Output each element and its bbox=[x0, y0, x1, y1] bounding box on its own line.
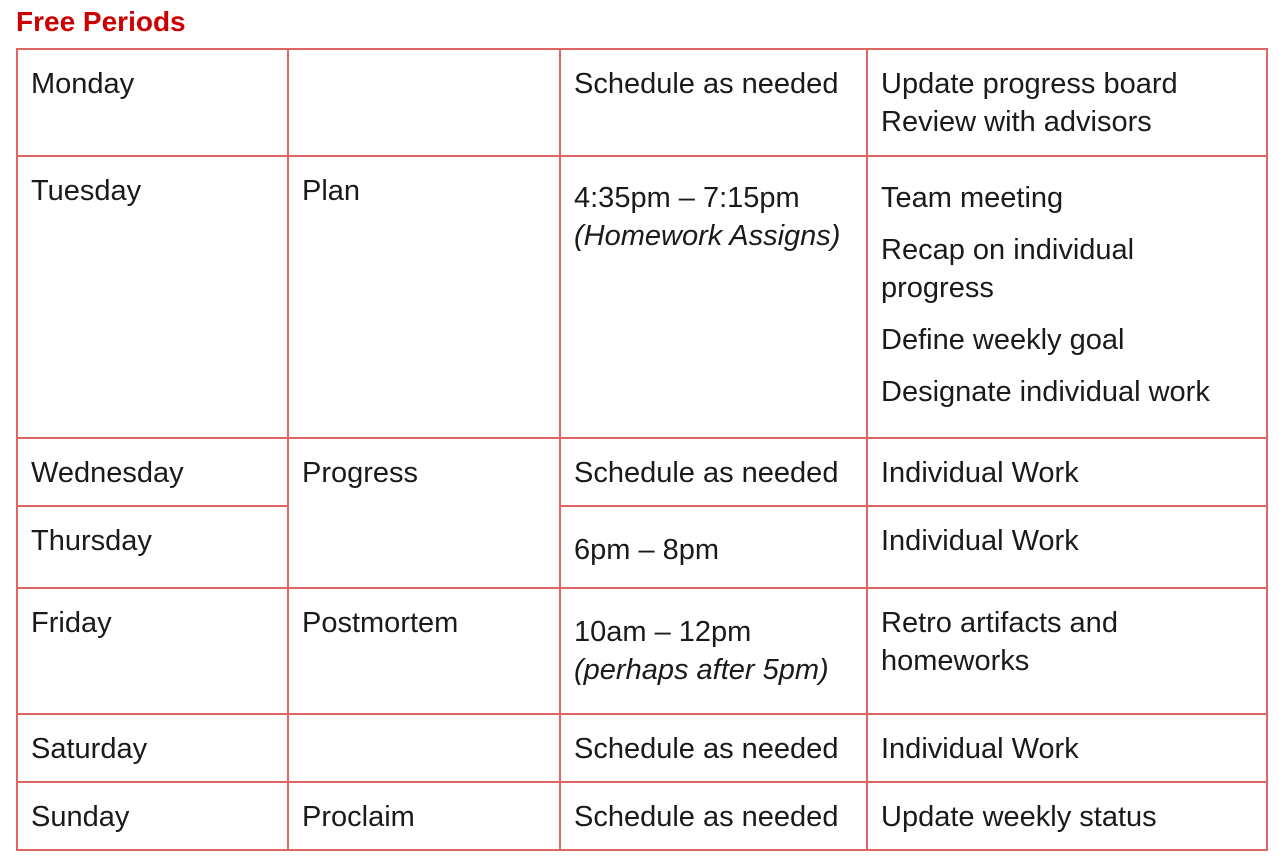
day-cell: Tuesday bbox=[16, 155, 289, 439]
page-title: Free Periods bbox=[16, 6, 186, 37]
task-item: Individual Work bbox=[881, 457, 1079, 489]
tasks-cell: Retro artifacts and homeworks bbox=[866, 587, 1268, 715]
day-label: Monday bbox=[31, 68, 135, 100]
time-label: Schedule as needed bbox=[574, 457, 839, 489]
phase-label: Progress bbox=[302, 457, 419, 489]
time-label: Schedule as needed bbox=[574, 733, 839, 765]
table-row: Wednesday Progress Schedule as needed In… bbox=[16, 437, 1268, 589]
time-cell: 4:35pm – 7:15pm (Homework Assigns) bbox=[559, 155, 868, 439]
day-label: Saturday bbox=[31, 733, 148, 765]
task-item: Designate individual work bbox=[881, 376, 1210, 408]
day-cell: Friday bbox=[16, 587, 289, 715]
time-cell: Schedule as needed bbox=[559, 437, 868, 507]
task-item: Retro artifacts and homeworks bbox=[881, 607, 1118, 677]
phase-cell: Progress bbox=[287, 437, 561, 589]
day-cell: Monday bbox=[16, 48, 289, 157]
day-label: Wednesday bbox=[31, 457, 184, 489]
tasks-cell: Individual Work bbox=[866, 505, 1268, 589]
table-row: Friday Postmortem 10am – 12pm (perhaps a… bbox=[16, 587, 1268, 715]
day-label: Friday bbox=[31, 607, 112, 639]
phase-cell: Proclaim bbox=[287, 781, 561, 851]
phase-label: Plan bbox=[302, 175, 361, 207]
task-item: Recap on individual progress bbox=[881, 234, 1135, 304]
table-row: Tuesday Plan 4:35pm – 7:15pm (Homework A… bbox=[16, 155, 1268, 439]
day-label: Thursday bbox=[31, 525, 152, 557]
day-label: Sunday bbox=[31, 801, 130, 833]
time-cell: Schedule as needed bbox=[559, 781, 868, 851]
time-label: 6pm – 8pm bbox=[574, 534, 720, 566]
day-cell: Wednesday bbox=[16, 437, 289, 507]
time-note: (Homework Assigns) bbox=[574, 220, 841, 252]
phase-cell bbox=[287, 713, 561, 783]
time-cell: Schedule as needed bbox=[559, 48, 868, 157]
tasks-cell: Team meeting Recap on individual progres… bbox=[866, 155, 1268, 439]
phase-cell: Postmortem bbox=[287, 587, 561, 715]
table-row: Saturday Schedule as needed Individual W… bbox=[16, 713, 1268, 783]
day-label: Tuesday bbox=[31, 175, 142, 207]
phase-cell bbox=[287, 48, 561, 157]
phase-label: Postmortem bbox=[302, 607, 459, 639]
time-cell: Schedule as needed bbox=[559, 713, 868, 783]
task-item: Review with advisors bbox=[881, 106, 1152, 138]
day-cell: Sunday bbox=[16, 781, 289, 851]
time-label: Schedule as needed bbox=[574, 68, 839, 100]
day-cell: Thursday bbox=[16, 505, 289, 589]
task-item: Update progress board bbox=[881, 68, 1178, 100]
tasks-cell: Individual Work bbox=[866, 437, 1268, 507]
time-label: Schedule as needed bbox=[574, 801, 839, 833]
time-label: 10am – 12pm bbox=[574, 616, 752, 648]
phase-label: Proclaim bbox=[302, 801, 415, 833]
task-item: Team meeting bbox=[881, 182, 1064, 214]
task-item: Individual Work bbox=[881, 525, 1079, 557]
tasks-cell: Update weekly status bbox=[866, 781, 1268, 851]
task-item: Individual Work bbox=[881, 733, 1079, 765]
phase-cell: Plan bbox=[287, 155, 561, 439]
time-cell: 6pm – 8pm bbox=[559, 505, 868, 589]
time-note: (perhaps after 5pm) bbox=[574, 654, 829, 686]
table-row: Monday Schedule as needed Update progres… bbox=[16, 48, 1268, 157]
schedule-table: Monday Schedule as needed Update progres… bbox=[16, 48, 1268, 851]
table-row: Thursday 6pm – 8pm Individual Work bbox=[16, 505, 1268, 589]
tasks-cell: Individual Work bbox=[866, 713, 1268, 783]
tasks-cell: Update progress board Review with adviso… bbox=[866, 48, 1268, 157]
task-item: Update weekly status bbox=[881, 801, 1157, 833]
time-cell: 10am – 12pm (perhaps after 5pm) bbox=[559, 587, 868, 715]
table-row: Sunday Proclaim Schedule as needed Updat… bbox=[16, 781, 1268, 851]
day-cell: Saturday bbox=[16, 713, 289, 783]
task-item: Define weekly goal bbox=[881, 324, 1125, 356]
time-label: 4:35pm – 7:15pm bbox=[574, 182, 800, 214]
